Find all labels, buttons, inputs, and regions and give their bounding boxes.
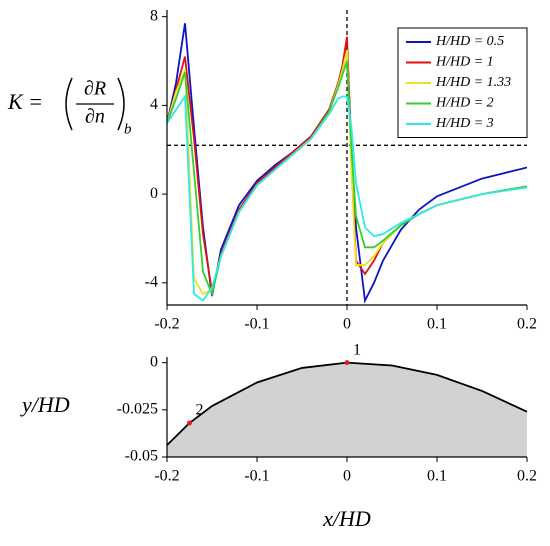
y-label-num: ∂R (84, 78, 106, 100)
y-label: K = (7, 89, 43, 114)
k-label: K = ∂R ∂n b (7, 78, 132, 138)
y-tick-label: -0.025 (117, 401, 158, 418)
paren (65, 77, 73, 131)
legend-label: H/HD = 1.33 (435, 75, 511, 90)
x-tick-label: 0.2 (517, 468, 537, 485)
legend-label: H/HD = 0.5 (435, 34, 504, 49)
legend-label: H/HD = 1 (435, 55, 494, 70)
legend-label: H/HD = 2 (435, 96, 494, 111)
x-tick-label: -0.1 (244, 468, 269, 485)
y-tick-label: 8 (150, 7, 158, 24)
x-tick-label: 0.1 (427, 468, 447, 485)
profile-line (166, 361, 528, 446)
area-fill (167, 362, 527, 457)
paren (117, 77, 125, 131)
x-tick-label: 0.1 (427, 316, 447, 333)
marked-point (187, 420, 192, 426)
x-tick-label: 0.2 (517, 316, 537, 333)
series-line (167, 60, 527, 297)
y-tick-label: -4 (145, 273, 158, 290)
y-axis-label: y/HD (20, 392, 70, 417)
x-axis-label: x/HD (322, 506, 371, 531)
x-tick-label: -0.2 (154, 468, 179, 485)
x-tick-label: -0.2 (154, 316, 179, 333)
y-label-sub: b (124, 121, 132, 137)
y-tick-label: 0 (150, 185, 158, 202)
point-label: 2 (196, 402, 204, 419)
x-tick-label: 0 (343, 316, 351, 333)
y-tick-label: 4 (150, 96, 158, 113)
y-tick-label: 0 (150, 353, 158, 370)
x-tick-label: -0.1 (244, 316, 269, 333)
y-label-den: ∂n (85, 106, 105, 128)
series-line (167, 93, 527, 302)
y-tick-label: -0.05 (125, 448, 158, 465)
legend-label: H/HD = 3 (435, 116, 494, 131)
x-tick-label: 0 (343, 468, 351, 485)
point-label: 1 (353, 341, 361, 358)
marked-point (344, 360, 350, 366)
